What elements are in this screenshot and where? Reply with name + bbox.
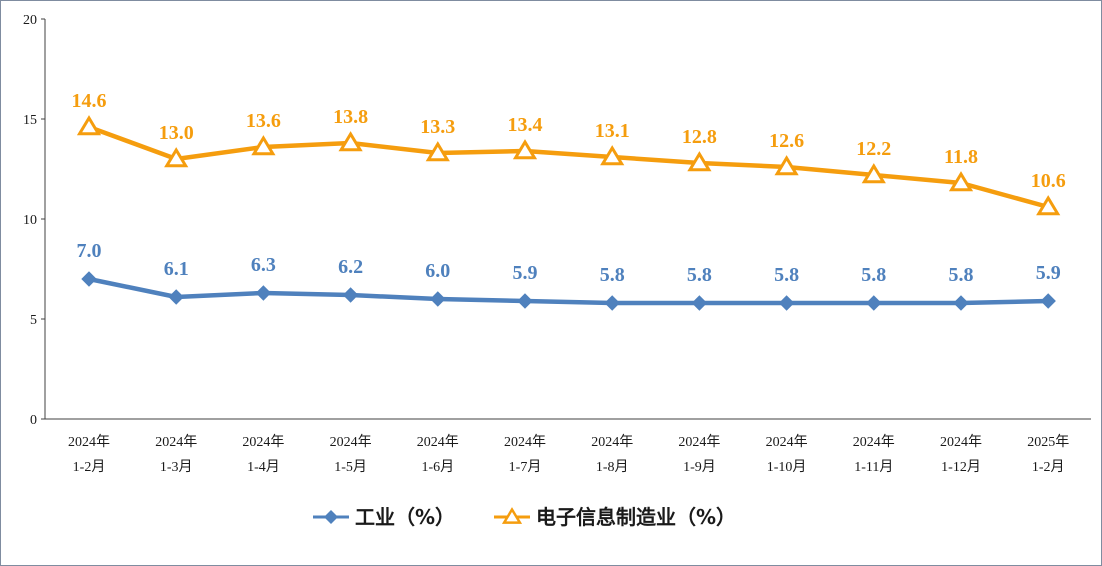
x-tick-label-year: 2024年 xyxy=(68,434,110,450)
x-tick-label-year: 2024年 xyxy=(678,434,720,450)
data-label: 7.0 xyxy=(77,240,102,262)
data-label: 5.8 xyxy=(687,264,712,286)
point-marker-industry xyxy=(604,295,620,311)
x-tick-label-period: 1-12月 xyxy=(941,459,981,475)
x-tick-label-period: 1-2月 xyxy=(1032,459,1065,475)
x-tick-label-period: 1-3月 xyxy=(160,459,193,475)
y-tick-label: 0 xyxy=(30,413,37,428)
x-tick-label-period: 1-11月 xyxy=(854,459,893,475)
y-tick-label: 15 xyxy=(23,113,37,128)
x-tick-label-period: 1-2月 xyxy=(73,459,106,475)
point-marker-industry xyxy=(81,271,97,287)
data-label: 13.4 xyxy=(508,114,543,136)
point-marker-electronics xyxy=(164,147,189,168)
data-labels: 7.0 6.1 6.3 6.2 6.0 5.9 5.8 5.8 5.8 5.8 5.8 5.9 14.6… xyxy=(72,90,1066,286)
point-marker-electronics xyxy=(687,151,712,172)
x-tick-label-year: 2024年 xyxy=(242,434,284,450)
point-marker-electronics xyxy=(338,131,363,152)
data-label: 13.1 xyxy=(595,120,630,142)
data-label: 5.8 xyxy=(861,264,886,286)
markers xyxy=(76,115,1061,311)
data-label: 6.1 xyxy=(164,258,189,280)
data-label: 10.6 xyxy=(1031,170,1066,192)
point-marker-industry xyxy=(342,287,359,303)
point-marker-electronics xyxy=(425,141,450,162)
x-tick-label-period: 1-9月 xyxy=(683,459,716,475)
x-tick-label-year: 2024年 xyxy=(330,434,372,450)
x-tick-label-year: 2024年 xyxy=(155,434,197,450)
legend-label-electronics: 电子信息制造业（%） xyxy=(536,505,736,529)
data-label: 5.8 xyxy=(600,264,625,286)
data-label: 13.0 xyxy=(159,122,194,144)
point-marker-industry xyxy=(866,295,882,311)
x-tick-label-year: 2024年 xyxy=(766,434,808,450)
legend: 工业（%） 电子信息制造业（%） xyxy=(313,505,736,529)
data-label: 6.0 xyxy=(425,260,450,282)
legend-marker-triangle xyxy=(501,507,523,524)
data-label: 5.8 xyxy=(774,264,799,286)
point-marker-industry xyxy=(778,295,795,311)
point-marker-industry xyxy=(953,295,969,311)
point-marker-industry xyxy=(517,293,533,309)
x-tick-label-period: 1-8月 xyxy=(596,459,629,475)
x-tick-label-year: 2025年 xyxy=(1027,434,1069,450)
point-marker-industry xyxy=(255,285,272,301)
point-marker-electronics xyxy=(1036,195,1061,216)
point-marker-electronics xyxy=(948,171,974,192)
point-marker-industry xyxy=(168,289,184,305)
data-label: 13.6 xyxy=(246,110,281,132)
data-label: 11.8 xyxy=(944,146,978,168)
data-label: 12.2 xyxy=(856,138,891,160)
x-tick-label-year: 2024年 xyxy=(417,434,459,450)
point-marker-industry xyxy=(430,291,446,307)
data-label: 5.9 xyxy=(1036,262,1061,284)
x-tick-label-year: 2024年 xyxy=(504,434,546,450)
series-lines xyxy=(88,124,1049,306)
x-tick-label-year: 2024年 xyxy=(591,434,633,450)
axes: 0 5 10 15 20 2024年 1-2月 2024年 1-3月 2024年 1-4月 2024年… xyxy=(23,13,1091,475)
data-label: 12.6 xyxy=(769,130,804,152)
series-line-industry xyxy=(88,276,1049,306)
x-tick-label-year: 2024年 xyxy=(853,434,895,450)
point-marker-electronics xyxy=(774,155,799,176)
y-tick-label: 10 xyxy=(23,213,37,228)
point-marker-industry xyxy=(691,295,708,311)
point-marker-electronics xyxy=(76,115,102,136)
point-marker-electronics xyxy=(861,163,886,184)
point-marker-industry xyxy=(1040,293,1056,309)
data-label: 14.6 xyxy=(72,90,107,112)
data-label: 6.3 xyxy=(251,254,276,276)
legend-marker-diamond xyxy=(324,510,338,524)
point-marker-electronics xyxy=(600,145,625,166)
point-marker-electronics xyxy=(512,139,538,160)
data-label: 5.9 xyxy=(513,262,538,284)
data-label: 6.2 xyxy=(338,256,363,278)
legend-label-industry: 工业（%） xyxy=(355,505,455,529)
point-marker-electronics xyxy=(251,135,276,156)
x-tick-label-period: 1-7月 xyxy=(509,459,542,475)
series-line-electronics xyxy=(88,124,1049,210)
x-tick-label-period: 1-6月 xyxy=(421,459,454,475)
data-label: 5.8 xyxy=(949,264,974,286)
data-label: 13.8 xyxy=(333,106,368,128)
y-tick-label: 20 xyxy=(23,13,37,28)
x-tick-label-period: 1-5月 xyxy=(334,459,367,475)
x-tick-label-period: 1-10月 xyxy=(767,459,807,475)
x-tick-label-year: 2024年 xyxy=(940,434,982,450)
x-tick-label-period: 1-4月 xyxy=(247,459,280,475)
y-tick-label: 5 xyxy=(30,313,37,328)
data-label: 13.3 xyxy=(420,116,455,138)
data-label: 12.8 xyxy=(682,126,717,148)
